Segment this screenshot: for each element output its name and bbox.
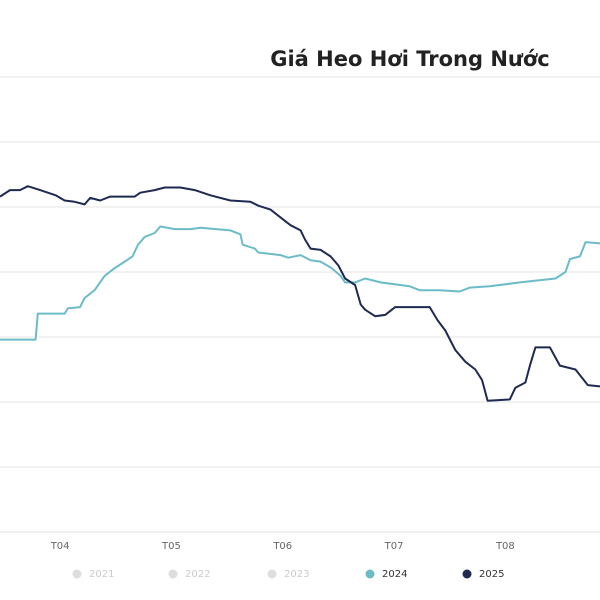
legend-marker: [462, 569, 472, 579]
x-tick-label: T06: [272, 541, 292, 552]
series-line: [0, 225, 600, 341]
legend-marker: [72, 569, 82, 579]
legend-label: 2022: [185, 569, 210, 580]
legend-label: 2024: [382, 569, 407, 580]
legend-marker: [267, 569, 277, 579]
legend-label: 2025: [479, 569, 504, 580]
legend-label: 2023: [284, 569, 309, 580]
x-tick-label: T04: [50, 541, 70, 552]
chart-title: Giá Heo Hơi Trong Nước: [270, 47, 549, 71]
series-line: [0, 185, 600, 402]
legend-marker: [365, 569, 375, 579]
x-tick-label: T07: [384, 541, 404, 552]
x-tick-label: T08: [495, 541, 515, 552]
legend-marker: [168, 569, 178, 579]
x-tick-label: T05: [161, 541, 181, 552]
legend-label: 2021: [89, 569, 114, 580]
